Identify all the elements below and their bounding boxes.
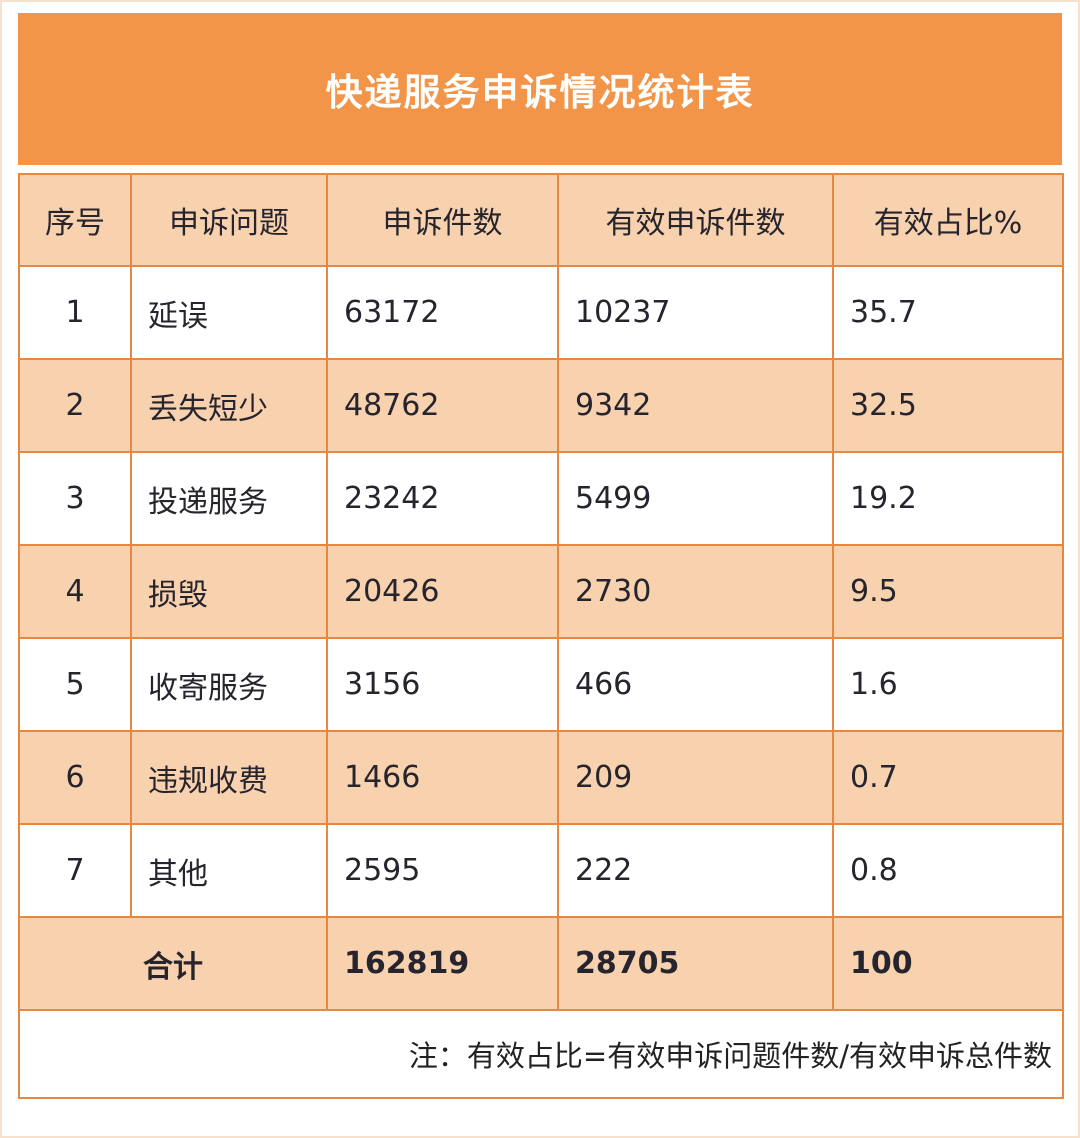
table-row: 4 损毁 20426 2730 9.5 xyxy=(18,544,1064,639)
issue-cell: 延误 xyxy=(130,265,328,360)
total-label-cell: 合计 xyxy=(18,916,328,1011)
valid-complaints-cell: 2730 xyxy=(557,544,834,639)
issue-cell: 投递服务 xyxy=(130,451,328,546)
valid-percent-cell: 0.8 xyxy=(832,823,1064,918)
total-complaints-cell: 162819 xyxy=(326,916,559,1011)
valid-complaints-cell: 5499 xyxy=(557,451,834,546)
valid-percent-cell: 0.7 xyxy=(832,730,1064,825)
complaints-cell: 1466 xyxy=(326,730,559,825)
complaints-cell: 63172 xyxy=(326,265,559,360)
index-cell: 7 xyxy=(18,823,132,918)
issue-cell: 违规收费 xyxy=(130,730,328,825)
column-header-valid-complaints: 有效申诉件数 xyxy=(557,173,834,267)
complaints-cell: 23242 xyxy=(326,451,559,546)
valid-complaints-cell: 10237 xyxy=(557,265,834,360)
issue-cell: 其他 xyxy=(130,823,328,918)
table-row: 6 违规收费 1466 209 0.7 xyxy=(18,730,1064,825)
valid-complaints-cell: 209 xyxy=(557,730,834,825)
index-cell: 1 xyxy=(18,265,132,360)
table-header-row: 序号 申诉问题 申诉件数 有效申诉件数 有效占比% xyxy=(18,173,1064,267)
valid-percent-cell: 1.6 xyxy=(832,637,1064,732)
column-header-issue: 申诉问题 xyxy=(130,173,328,267)
column-header-valid-percent: 有效占比% xyxy=(832,173,1064,267)
table-row: 2 丢失短少 48762 9342 32.5 xyxy=(18,358,1064,453)
total-valid-complaints-cell: 28705 xyxy=(557,916,834,1011)
issue-cell: 损毁 xyxy=(130,544,328,639)
issue-cell: 丢失短少 xyxy=(130,358,328,453)
title-banner: 快递服务申诉情况统计表 xyxy=(18,13,1062,165)
complaints-cell: 2595 xyxy=(326,823,559,918)
column-header-index: 序号 xyxy=(18,173,132,267)
table-row: 3 投递服务 23242 5499 19.2 xyxy=(18,451,1064,546)
note-row: 注：有效占比=有效申诉问题件数/有效申诉总件数 xyxy=(18,1009,1064,1099)
index-cell: 5 xyxy=(18,637,132,732)
valid-percent-cell: 32.5 xyxy=(832,358,1064,453)
total-row: 合计 162819 28705 100 xyxy=(18,916,1064,1011)
valid-percent-cell: 19.2 xyxy=(832,451,1064,546)
complaints-cell: 20426 xyxy=(326,544,559,639)
valid-complaints-cell: 466 xyxy=(557,637,834,732)
page-title: 快递服务申诉情况统计表 xyxy=(325,71,755,114)
valid-complaints-cell: 222 xyxy=(557,823,834,918)
index-cell: 4 xyxy=(18,544,132,639)
issue-cell: 收寄服务 xyxy=(130,637,328,732)
complaints-cell: 3156 xyxy=(326,637,559,732)
total-valid-percent-cell: 100 xyxy=(832,916,1064,1011)
stats-table: 序号 申诉问题 申诉件数 有效申诉件数 有效占比% 1 延误 63172 102… xyxy=(18,173,1064,1099)
index-cell: 2 xyxy=(18,358,132,453)
index-cell: 3 xyxy=(18,451,132,546)
table-row: 1 延误 63172 10237 35.7 xyxy=(18,265,1064,360)
column-header-complaints: 申诉件数 xyxy=(326,173,559,267)
complaints-cell: 48762 xyxy=(326,358,559,453)
valid-complaints-cell: 9342 xyxy=(557,358,834,453)
valid-percent-cell: 9.5 xyxy=(832,544,1064,639)
valid-percent-cell: 35.7 xyxy=(832,265,1064,360)
table-footnote: 注：有效占比=有效申诉问题件数/有效申诉总件数 xyxy=(18,1009,1064,1099)
table-row: 5 收寄服务 3156 466 1.6 xyxy=(18,637,1064,732)
statistics-table-container: 快递服务申诉情况统计表 序号 申诉问题 申诉件数 有效申诉件数 有效占比% 1 … xyxy=(18,13,1064,1099)
table-row: 7 其他 2595 222 0.8 xyxy=(18,823,1064,918)
index-cell: 6 xyxy=(18,730,132,825)
